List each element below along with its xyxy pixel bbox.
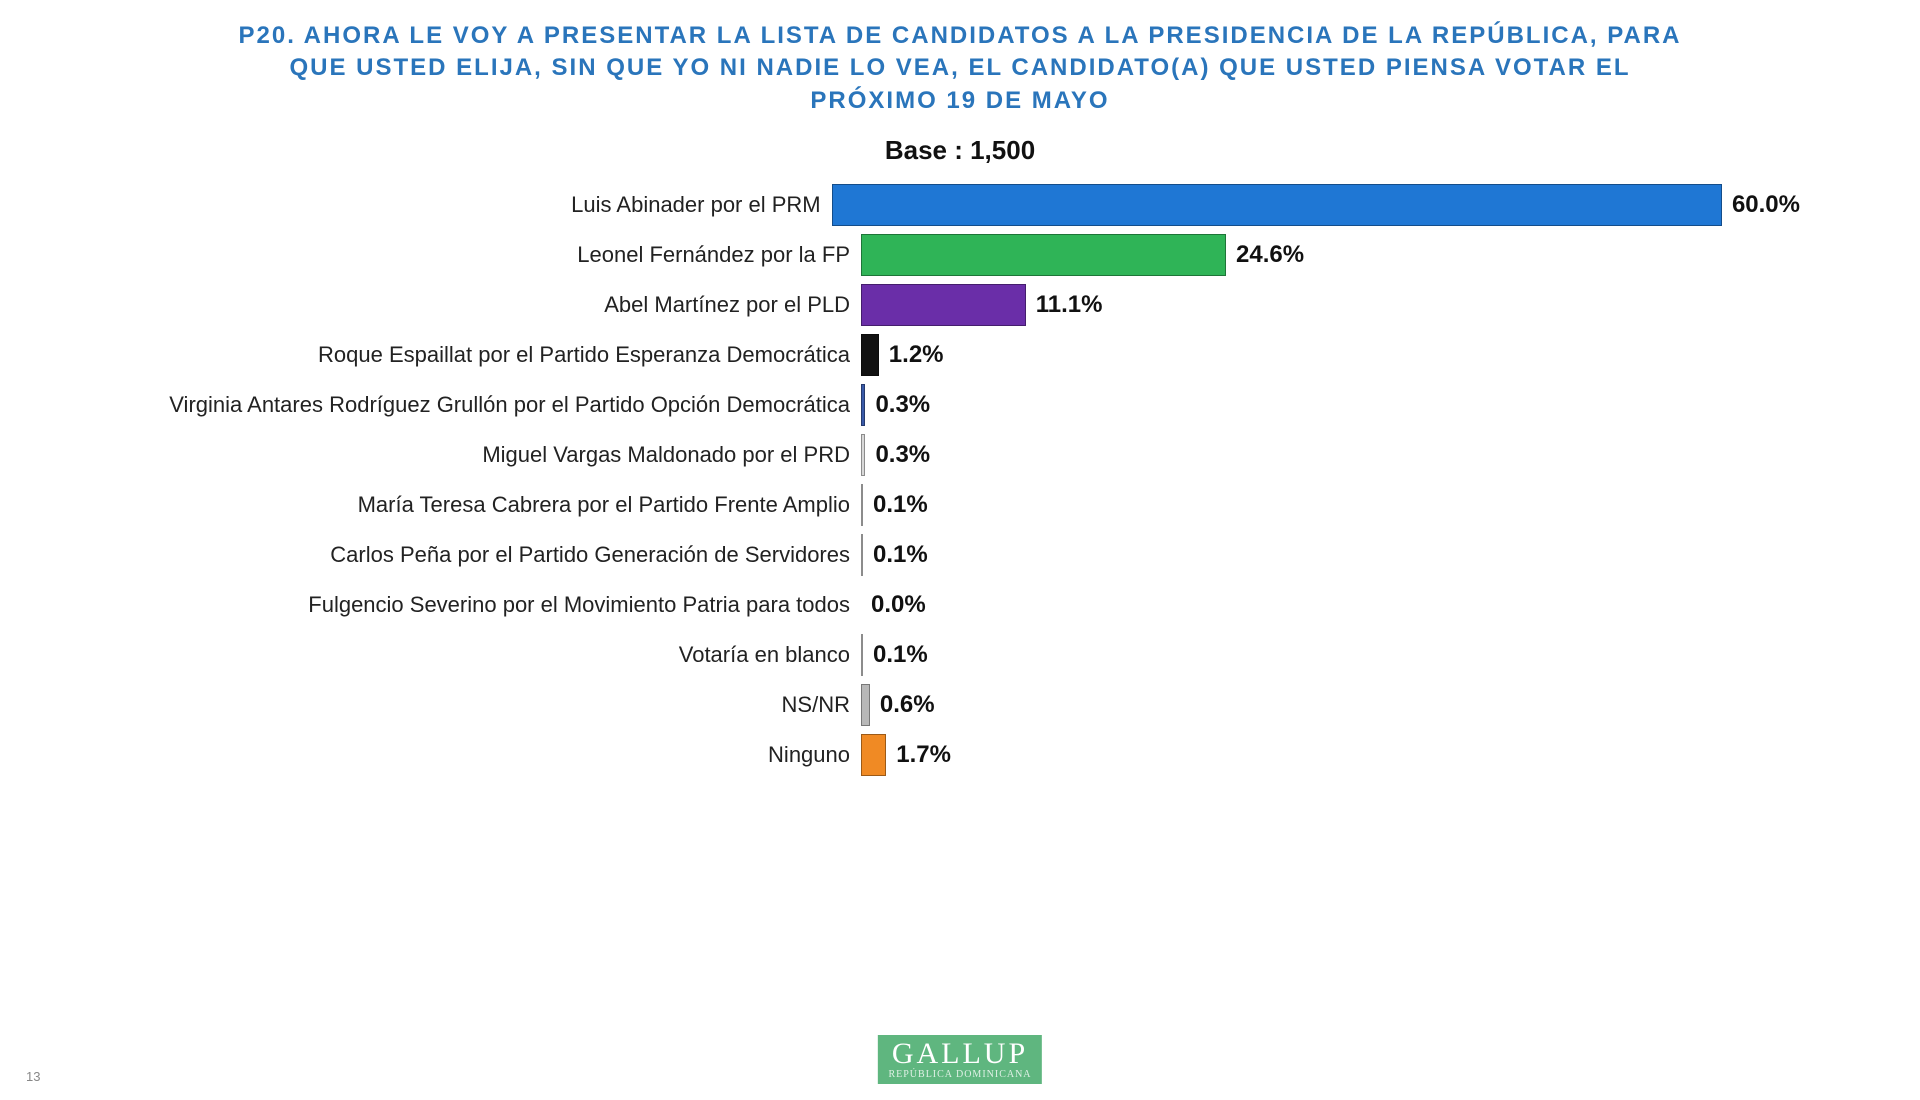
bar-value: 1.7% <box>896 741 951 769</box>
bar-area: 0.1% <box>860 534 1800 576</box>
bar-area: 0.3% <box>860 384 1800 426</box>
bar-value: 1.2% <box>889 341 944 369</box>
bar-value: 0.0% <box>871 591 926 619</box>
bar-label: Ninguno <box>120 742 860 768</box>
chart-row: María Teresa Cabrera por el Partido Fren… <box>120 484 1800 526</box>
chart-row: Roque Espaillat por el Partido Esperanza… <box>120 334 1800 376</box>
bar-area: 60.0% <box>831 184 1800 226</box>
chart-row: Abel Martínez por el PLD 11.1% <box>120 284 1800 326</box>
bar-value: 11.1% <box>1036 291 1103 319</box>
bar-area: 11.1% <box>860 284 1800 326</box>
bar <box>861 434 865 476</box>
bar-value: 0.1% <box>873 491 928 519</box>
bar-label: Abel Martínez por el PLD <box>120 292 860 318</box>
bar-value: 24.6% <box>1236 241 1304 269</box>
bar <box>861 534 863 576</box>
bar-value: 0.3% <box>875 391 930 419</box>
gallup-logo-text: GALLUP <box>878 1035 1042 1071</box>
bar-area: 0.1% <box>860 484 1800 526</box>
bar-value: 0.6% <box>880 691 935 719</box>
base-label: Base : 1,500 <box>0 135 1920 166</box>
bar-label: Roque Espaillat por el Partido Esperanza… <box>120 342 860 368</box>
gallup-logo-subtext: REPÚBLICA DOMINICANA <box>878 1069 1042 1084</box>
bar <box>861 284 1026 326</box>
bar-area: 1.2% <box>860 334 1800 376</box>
chart-row: Carlos Peña por el Partido Generación de… <box>120 534 1800 576</box>
bar-label: Luis Abinader por el PRM <box>120 192 831 218</box>
title-line-3: PRÓXIMO 19 DE MAYO <box>60 85 1860 117</box>
gallup-logo: GALLUP REPÚBLICA DOMINICANA <box>878 1035 1042 1084</box>
bar-label: Fulgencio Severino por el Movimiento Pat… <box>120 592 860 618</box>
bar-area: 24.6% <box>860 234 1800 276</box>
bar-label: Virginia Antares Rodríguez Grullón por e… <box>120 392 860 418</box>
poll-bar-chart: Luis Abinader por el PRM 60.0% Leonel Fern… <box>120 184 1800 776</box>
title-line-2: QUE USTED ELIJA, SIN QUE YO NI NADIE LO … <box>60 52 1860 84</box>
bar-area: 0.1% <box>860 634 1800 676</box>
bar-label: Carlos Peña por el Partido Generación de… <box>120 542 860 568</box>
bar-label: Leonel Fernández por la FP <box>120 242 860 268</box>
page-title: P20. AHORA LE VOY A PRESENTAR LA LISTA D… <box>0 0 1920 117</box>
bar-area: 1.7% <box>860 734 1800 776</box>
bar-area: 0.6% <box>860 684 1800 726</box>
chart-row: Miguel Vargas Maldonado por el PRD 0.3% <box>120 434 1800 476</box>
chart-row: Fulgencio Severino por el Movimiento Pat… <box>120 584 1800 626</box>
bar <box>861 634 863 676</box>
chart-row: NS/NR 0.6% <box>120 684 1800 726</box>
chart-row: Votaría en blanco 0.1% <box>120 634 1800 676</box>
bar-value: 0.1% <box>873 641 928 669</box>
chart-row: Luis Abinader por el PRM 60.0% <box>120 184 1800 226</box>
chart-row: Virginia Antares Rodríguez Grullón por e… <box>120 384 1800 426</box>
bar-label: NS/NR <box>120 692 860 718</box>
bar <box>861 684 870 726</box>
bar-value: 60.0% <box>1732 191 1800 219</box>
page-number: 13 <box>26 1069 40 1084</box>
bar-area: 0.0% <box>860 584 1800 626</box>
bar-label: Votaría en blanco <box>120 642 860 668</box>
bar <box>861 384 865 426</box>
bar-area: 0.3% <box>860 434 1800 476</box>
bar-label: María Teresa Cabrera por el Partido Fren… <box>120 492 860 518</box>
bar <box>861 734 886 776</box>
bar-value: 0.1% <box>873 541 928 569</box>
chart-row: Leonel Fernández por la FP 24.6% <box>120 234 1800 276</box>
chart-row: Ninguno 1.7% <box>120 734 1800 776</box>
bar <box>861 334 879 376</box>
bar <box>861 234 1226 276</box>
bar-label: Miguel Vargas Maldonado por el PRD <box>120 442 860 468</box>
title-line-1: P20. AHORA LE VOY A PRESENTAR LA LISTA D… <box>60 20 1860 52</box>
bar <box>861 484 863 526</box>
bar-value: 0.3% <box>875 441 930 469</box>
bar <box>832 184 1722 226</box>
